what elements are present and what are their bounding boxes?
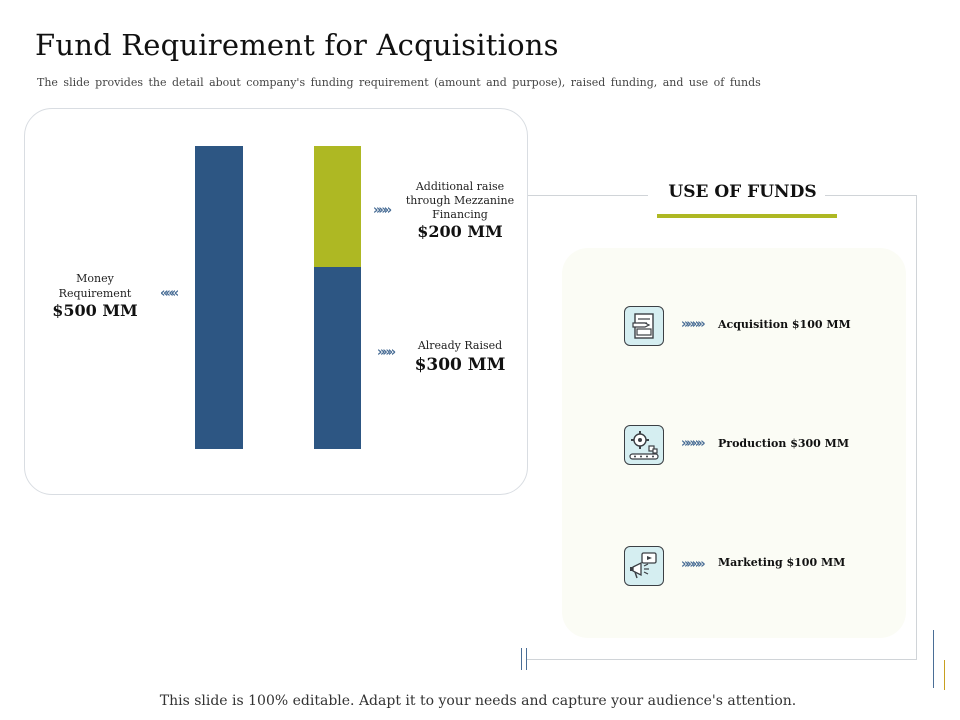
connector-line [528, 195, 648, 196]
use-of-funds-title: USE OF FUNDS [668, 182, 817, 202]
marketing-icon [624, 546, 664, 586]
money-requirement-amount: $500 MM [52, 301, 138, 320]
chevron-right-icon: »»» [377, 345, 396, 360]
chevron-left-icon: ««« [160, 286, 179, 301]
chevron-right-icon: »»»» [681, 557, 706, 572]
production-icon [624, 425, 664, 465]
money-requirement-line1: Money [76, 272, 114, 285]
mezzanine-line3: Financing [432, 208, 488, 221]
money-requirement-label: Money Requirement $500 MM [45, 271, 145, 320]
production-label: Production $300 MM [718, 437, 850, 450]
mezzanine-label: Additional raise through Mezzanine Finan… [400, 180, 520, 241]
acquisition-label: Acquisition $100 MM [718, 318, 851, 331]
already-raised-bar-segment [314, 267, 361, 449]
mezzanine-amount: $200 MM [417, 222, 503, 241]
frame-line-right [916, 195, 917, 660]
requirement-panel [24, 108, 528, 495]
frame-line-bottom [526, 659, 917, 660]
decorative-line [526, 648, 527, 670]
mezzanine-bar-segment [314, 146, 361, 267]
decorative-line [521, 648, 522, 670]
chevron-right-icon: »»» [373, 203, 392, 218]
acquisition-icon [624, 306, 664, 346]
marketing-label: Marketing $100 MM [718, 556, 846, 569]
already-raised-text: Already Raised [417, 339, 503, 352]
chevron-right-icon: »»»» [681, 317, 706, 332]
page-title: Fund Requirement for Acquisitions [35, 28, 559, 62]
chevron-right-icon: »»»» [681, 436, 706, 451]
money-requirement-line2: Requirement [58, 287, 132, 300]
page-subtitle: The slide provides the detail about comp… [37, 76, 761, 89]
use-of-funds-underline [657, 214, 837, 218]
frame-line-top [825, 195, 917, 196]
decorative-line [944, 660, 945, 690]
footer-note: This slide is 100% editable. Adapt it to… [159, 693, 797, 709]
already-raised-label: Already Raised $300 MM [400, 338, 520, 375]
mezzanine-line2: through Mezzanine [405, 194, 515, 207]
money-requirement-bar [195, 146, 243, 449]
already-raised-amount: $300 MM [414, 355, 506, 375]
mezzanine-line1: Additional raise [415, 180, 505, 193]
decorative-line [933, 630, 934, 688]
use-of-funds-panel [562, 248, 906, 638]
